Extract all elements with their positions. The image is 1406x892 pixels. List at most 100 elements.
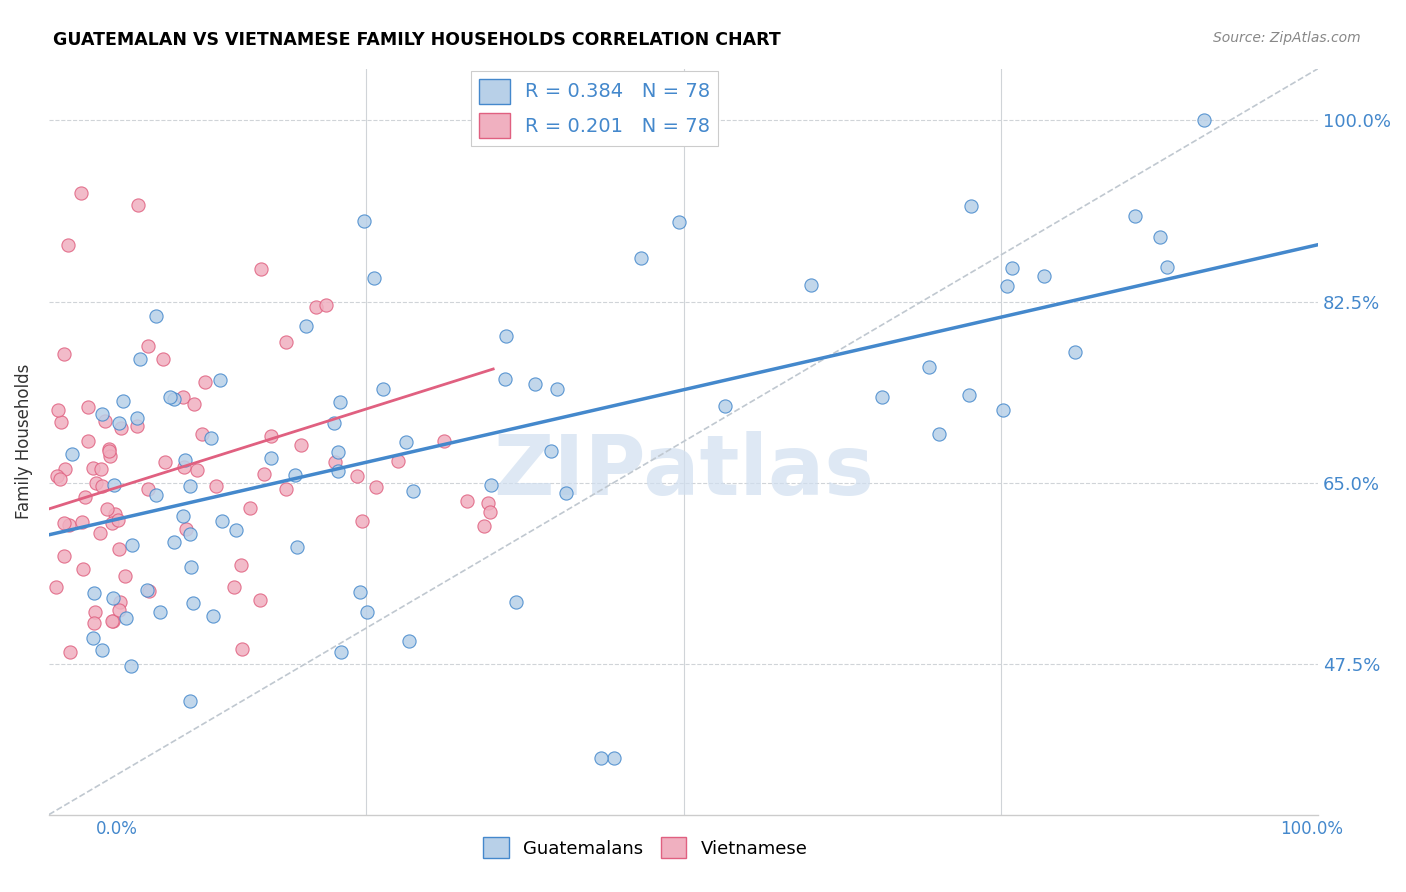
Point (163, 392, 186, 406)
Point (190, 427, 212, 442)
Point (800, 277, 823, 292)
Point (183, 397, 205, 411)
Point (127, 198, 149, 212)
Point (59, 645, 82, 659)
Point (145, 309, 167, 323)
Point (153, 454, 176, 468)
Point (229, 558, 252, 573)
Point (72, 562, 94, 576)
Y-axis label: Family Households: Family Households (15, 364, 32, 519)
Point (136, 339, 159, 353)
Point (260, 450, 283, 465)
Point (205, 479, 228, 493)
Point (326, 464, 349, 478)
Point (91, 642, 114, 657)
Point (540, 444, 562, 458)
Point (328, 445, 350, 459)
Point (589, 750, 612, 764)
Point (315, 298, 337, 312)
Point (90, 462, 112, 476)
Point (53, 347, 76, 361)
Point (260, 429, 283, 443)
Point (363, 270, 385, 285)
Point (208, 373, 231, 387)
Point (179, 478, 201, 492)
Point (111, 393, 134, 408)
Point (456, 493, 478, 508)
Point (60, 447, 83, 461)
Legend: R = 0.384   N = 78, R = 0.201   N = 78: R = 0.384 N = 78, R = 0.201 N = 78 (471, 70, 718, 146)
Point (1149, 229, 1171, 244)
Point (253, 467, 276, 482)
Point (114, 569, 136, 583)
Point (173, 459, 195, 474)
Point (394, 435, 416, 450)
Point (136, 482, 159, 496)
Point (1192, 113, 1215, 128)
Point (69, 186, 91, 200)
Point (495, 329, 517, 343)
Point (174, 522, 197, 536)
Point (353, 213, 375, 227)
Point (84, 475, 107, 490)
Point (349, 584, 371, 599)
Point (387, 454, 409, 468)
Point (49, 415, 72, 429)
Point (73, 490, 96, 504)
Point (366, 480, 388, 494)
Point (82, 631, 104, 645)
Point (120, 658, 142, 673)
Point (222, 580, 245, 594)
Point (1123, 209, 1146, 223)
Point (108, 542, 131, 557)
Point (125, 419, 148, 434)
Point (115, 611, 138, 625)
Point (101, 516, 124, 530)
Point (329, 395, 352, 409)
Point (52, 516, 75, 530)
Point (107, 513, 129, 527)
Point (52, 549, 75, 563)
Point (83, 615, 105, 630)
Point (53, 462, 76, 476)
Point (172, 390, 194, 404)
Point (82, 460, 104, 475)
Point (163, 534, 186, 549)
Point (174, 453, 197, 467)
Point (1063, 344, 1085, 359)
Point (98, 449, 121, 463)
Point (46, 469, 69, 483)
Point (91, 407, 114, 421)
Point (101, 591, 124, 605)
Point (323, 455, 346, 469)
Point (46, 403, 69, 417)
Point (991, 402, 1014, 417)
Point (110, 420, 132, 434)
Point (200, 431, 222, 445)
Point (472, 519, 495, 533)
Point (89, 526, 111, 541)
Point (231, 641, 253, 656)
Point (138, 583, 160, 598)
Point (103, 477, 125, 491)
Point (477, 496, 499, 510)
Point (179, 693, 201, 707)
Point (957, 388, 980, 402)
Point (104, 507, 127, 521)
Point (870, 390, 893, 404)
Point (110, 595, 132, 609)
Point (96, 501, 118, 516)
Point (201, 608, 224, 623)
Point (928, 426, 950, 441)
Point (108, 603, 131, 617)
Point (433, 434, 456, 449)
Point (285, 540, 308, 554)
Point (630, 251, 652, 265)
Point (101, 614, 124, 628)
Point (1001, 261, 1024, 276)
Point (91, 479, 114, 493)
Text: Source: ZipAtlas.com: Source: ZipAtlas.com (1213, 31, 1361, 45)
Point (145, 488, 167, 502)
Point (495, 371, 517, 385)
Point (402, 484, 425, 499)
